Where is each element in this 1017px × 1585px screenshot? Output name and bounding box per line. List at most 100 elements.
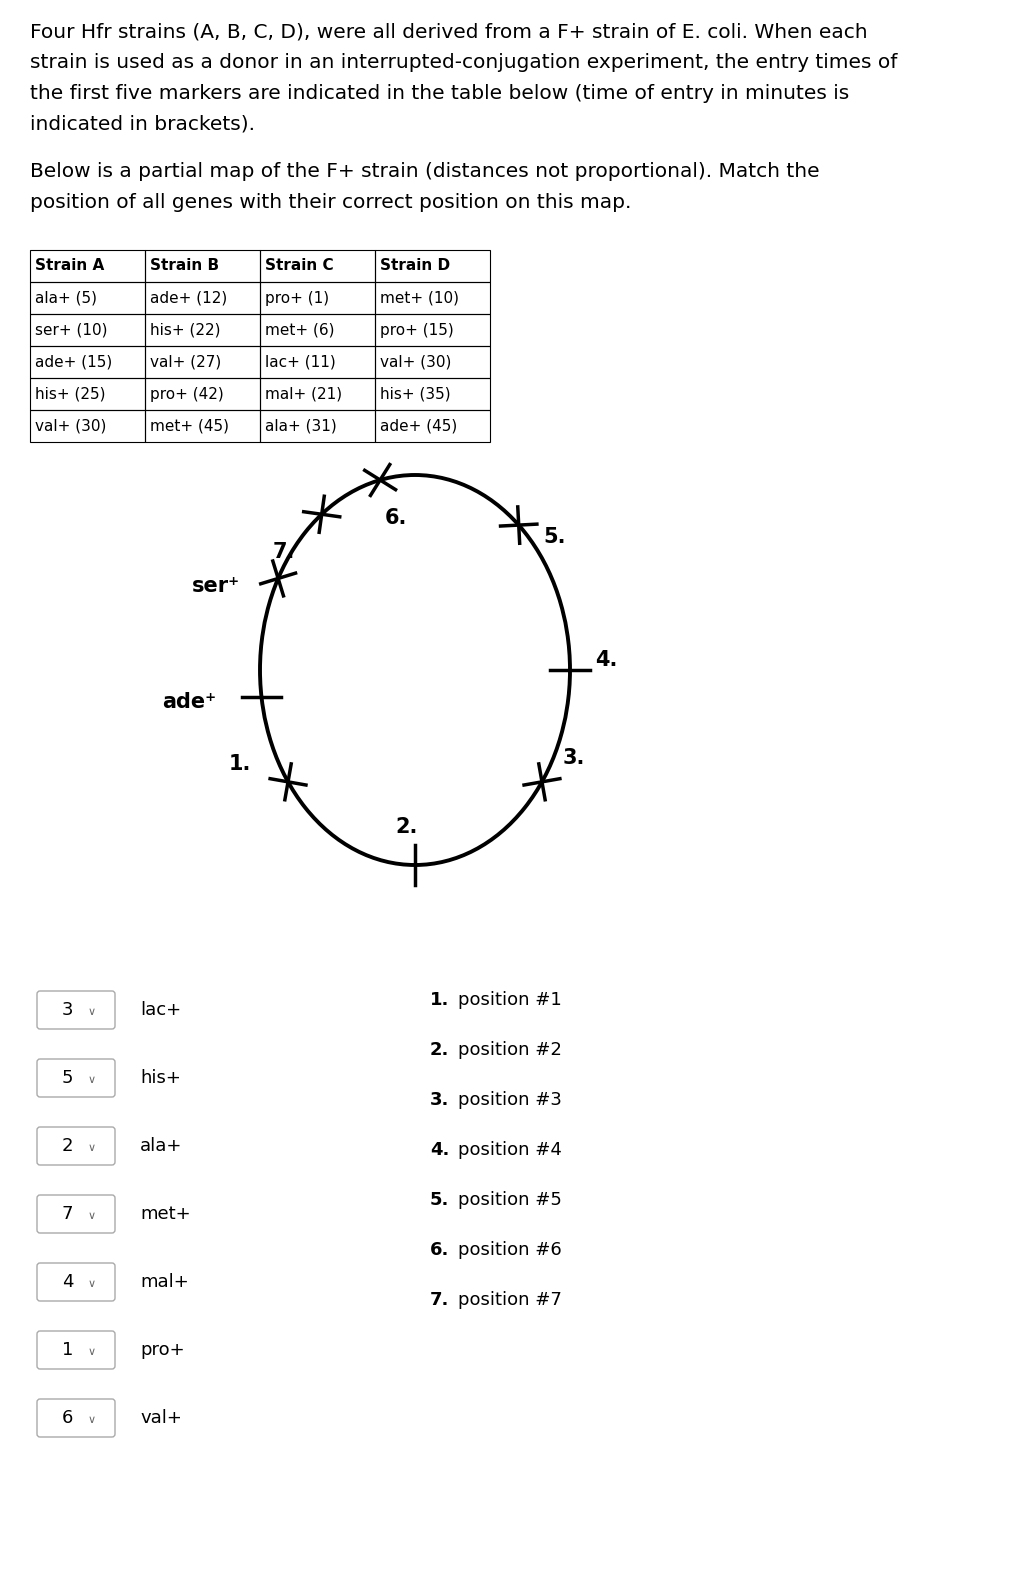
Text: met+ (10): met+ (10)	[380, 290, 459, 306]
Bar	[375, 377, 490, 411]
Text: ade+ (15): ade+ (15)	[35, 355, 112, 369]
FancyBboxPatch shape	[37, 1059, 115, 1097]
FancyBboxPatch shape	[37, 1263, 115, 1301]
Text: ala+: ala+	[140, 1136, 182, 1155]
Text: Strain A: Strain A	[35, 258, 105, 274]
Text: 6.: 6.	[385, 509, 408, 528]
Bar	[145, 250, 260, 282]
Text: val+ (30): val+ (30)	[35, 418, 107, 434]
Bar	[260, 377, 375, 411]
Text: 2: 2	[62, 1136, 73, 1155]
Text: position #3: position #3	[458, 1090, 561, 1110]
Text: 7.: 7.	[430, 1292, 450, 1309]
Text: Strain B: Strain B	[149, 258, 219, 274]
Text: 7.: 7.	[273, 542, 295, 563]
Text: ∨: ∨	[87, 1006, 96, 1018]
Text: Strain D: Strain D	[380, 258, 451, 274]
Bar	[260, 282, 375, 314]
Bar	[375, 346, 490, 377]
Text: ser+ (10): ser+ (10)	[35, 322, 108, 338]
FancyBboxPatch shape	[37, 991, 115, 1029]
Text: ∨: ∨	[87, 1211, 96, 1220]
Text: lac+ (11): lac+ (11)	[265, 355, 336, 369]
Text: pro+ (42): pro+ (42)	[149, 387, 224, 401]
Text: ade+ (45): ade+ (45)	[380, 418, 458, 434]
Text: position #2: position #2	[458, 1041, 561, 1059]
Bar	[260, 346, 375, 377]
Bar	[29, 411, 145, 442]
Text: position #5: position #5	[458, 1190, 561, 1209]
Bar	[260, 250, 375, 282]
Text: 5: 5	[62, 1068, 73, 1087]
Text: lac+: lac+	[140, 1002, 181, 1019]
Text: 6: 6	[62, 1409, 73, 1426]
Text: 3.: 3.	[562, 748, 585, 767]
Bar	[29, 346, 145, 377]
Text: ala+ (5): ala+ (5)	[35, 290, 97, 306]
Text: ser⁺: ser⁺	[192, 577, 240, 596]
Text: ala+ (31): ala+ (31)	[265, 418, 337, 434]
Text: mal+: mal+	[140, 1273, 189, 1292]
FancyBboxPatch shape	[37, 1400, 115, 1438]
FancyBboxPatch shape	[37, 1127, 115, 1165]
Text: position #1: position #1	[458, 991, 561, 1010]
Text: ∨: ∨	[87, 1075, 96, 1086]
Text: 5.: 5.	[430, 1190, 450, 1209]
Bar	[375, 282, 490, 314]
Text: 5.: 5.	[543, 528, 566, 547]
FancyBboxPatch shape	[37, 1195, 115, 1233]
Bar	[29, 314, 145, 346]
Text: 1.: 1.	[229, 754, 251, 773]
Text: 4.: 4.	[430, 1141, 450, 1159]
FancyBboxPatch shape	[37, 1331, 115, 1369]
Text: ∨: ∨	[87, 1143, 96, 1152]
Text: val+ (30): val+ (30)	[380, 355, 452, 369]
Bar	[145, 314, 260, 346]
Text: position #6: position #6	[458, 1241, 561, 1258]
Text: pro+ (1): pro+ (1)	[265, 290, 330, 306]
Text: pro+: pro+	[140, 1341, 185, 1358]
Text: position #4: position #4	[458, 1141, 561, 1159]
Text: 7: 7	[62, 1205, 73, 1224]
Text: ade+ (12): ade+ (12)	[149, 290, 227, 306]
Text: Below is a partial map of the F+ strain (distances not proportional). Match the
: Below is a partial map of the F+ strain …	[29, 162, 820, 212]
Text: 2.: 2.	[430, 1041, 450, 1059]
Bar	[260, 411, 375, 442]
Bar	[29, 282, 145, 314]
Text: Strain C: Strain C	[265, 258, 334, 274]
Text: ∨: ∨	[87, 1347, 96, 1357]
Text: 3: 3	[62, 1002, 73, 1019]
Bar	[29, 377, 145, 411]
Text: his+ (25): his+ (25)	[35, 387, 106, 401]
Text: his+: his+	[140, 1068, 181, 1087]
Text: met+: met+	[140, 1205, 190, 1224]
Text: 4.: 4.	[595, 650, 617, 670]
Text: ∨: ∨	[87, 1279, 96, 1289]
Text: ∨: ∨	[87, 1415, 96, 1425]
Text: 4: 4	[62, 1273, 73, 1292]
Text: met+ (45): met+ (45)	[149, 418, 229, 434]
Bar	[375, 314, 490, 346]
Bar	[145, 282, 260, 314]
Text: Four Hfr strains (A, B, C, D), were all derived from a F+ strain of E. coli. Whe: Four Hfr strains (A, B, C, D), were all …	[29, 22, 897, 135]
Text: pro+ (15): pro+ (15)	[380, 322, 454, 338]
Text: position #7: position #7	[458, 1292, 561, 1309]
Bar	[29, 250, 145, 282]
Text: 1: 1	[62, 1341, 73, 1358]
Text: his+ (35): his+ (35)	[380, 387, 451, 401]
Text: 2.: 2.	[396, 816, 418, 837]
Bar	[260, 314, 375, 346]
Bar	[145, 346, 260, 377]
Text: 3.: 3.	[430, 1090, 450, 1110]
Text: met+ (6): met+ (6)	[265, 322, 335, 338]
Text: mal+ (21): mal+ (21)	[265, 387, 342, 401]
Text: 6.: 6.	[430, 1241, 450, 1258]
Bar	[145, 377, 260, 411]
Text: val+: val+	[140, 1409, 182, 1426]
Text: 1.: 1.	[430, 991, 450, 1010]
Bar	[145, 411, 260, 442]
Text: his+ (22): his+ (22)	[149, 322, 221, 338]
Text: ade⁺: ade⁺	[163, 693, 217, 712]
Bar	[375, 250, 490, 282]
Text: val+ (27): val+ (27)	[149, 355, 222, 369]
